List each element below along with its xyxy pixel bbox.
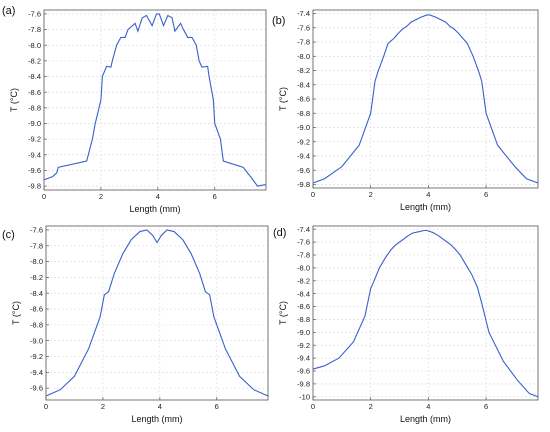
x-tick-label: 0 — [42, 192, 46, 201]
x-tick-label: 4 — [156, 192, 160, 201]
y-axis-label: T (°C) — [278, 87, 288, 111]
panel-tag: (b) — [272, 15, 285, 27]
y-tick-label: -7.8 — [28, 25, 41, 34]
x-tick-label: 6 — [215, 402, 219, 411]
x-axis-label: Length (mm) — [400, 414, 451, 424]
y-axis-label: T (°C) — [9, 88, 19, 112]
x-tick-label: 2 — [99, 192, 103, 201]
series-line-1 — [312, 229, 539, 398]
y-tick-label: -8.8 — [30, 320, 43, 329]
x-tick-label: 4 — [426, 190, 430, 199]
chart-panel-1: 0 2 4 6 -7.6 -7.8 -8.0 -8.2 -8.4 -8.6 -8.8 -9.0 -9.2… — [2, 5, 267, 214]
y-tick-label: -8.8 — [28, 103, 41, 112]
y-tick-label: -8.2 — [297, 66, 310, 75]
x-tick-label: 6 — [213, 192, 217, 201]
y-axis-label: T (°C) — [278, 301, 288, 325]
y-tick-label: -7.8 — [297, 38, 310, 47]
series-line-1 — [43, 13, 267, 187]
y-tick-label: -7.8 — [297, 251, 310, 260]
plot-frame — [45, 225, 269, 401]
y-tick-label: -9.4 — [297, 152, 310, 161]
y-tick-label: -7.6 — [297, 23, 310, 32]
y-tick-label: -7.6 — [30, 226, 43, 235]
y-tick-label: -8.8 — [297, 109, 310, 118]
chart-panel-2: 0 2 4 6 -7.4 -7.6 -7.8 -8.0 -8.2 -8.4 -8.6 -8.8 -9.0… — [272, 9, 539, 212]
plot-frame — [312, 9, 539, 189]
y-tick-label: -9.0 — [28, 119, 41, 128]
x-axis-label: Length (mm) — [129, 204, 180, 214]
x-axis-label: Length (mm) — [400, 202, 451, 212]
y-tick-label: -9.0 — [30, 336, 43, 345]
y-tick-label: -9.6 — [28, 166, 41, 175]
y-tick-label: -9.6 — [297, 166, 310, 175]
x-tick-label: 2 — [369, 402, 373, 411]
y-tick-label: -8.6 — [297, 95, 310, 104]
x-tick-label: 0 — [311, 190, 315, 199]
x-tick-label: 4 — [426, 402, 430, 411]
plot-frame — [43, 9, 267, 191]
y-tick-label: -8.8 — [297, 315, 310, 324]
y-tick-label: -9.2 — [297, 341, 310, 350]
y-tick-label: -7.4 — [297, 225, 310, 234]
y-tick-label: -8.4 — [297, 289, 310, 298]
y-tick-label: -9.2 — [28, 135, 41, 144]
y-tick-label: -8.0 — [30, 257, 43, 266]
y-tick-label: -8.2 — [30, 273, 43, 282]
x-tick-label: 0 — [311, 402, 315, 411]
x-tick-label: 6 — [484, 402, 488, 411]
y-tick-label: -7.8 — [30, 241, 43, 250]
x-tick-label: 2 — [101, 402, 105, 411]
x-tick-label: 4 — [158, 402, 162, 411]
y-tick-label: -8.4 — [297, 80, 310, 89]
y-tick-label: -9.4 — [297, 354, 310, 363]
panel-tag: (a) — [2, 5, 15, 17]
y-tick-label: -8.6 — [297, 302, 310, 311]
y-axis-label: T (°C) — [11, 301, 21, 325]
y-tick-label: -9.0 — [297, 328, 310, 337]
y-tick-label: -8.6 — [28, 88, 41, 97]
panel-tag: (d) — [273, 227, 286, 239]
y-tick-label: -9.0 — [297, 123, 310, 132]
y-tick-label: -8.4 — [28, 72, 41, 81]
y-tick-label: -8.0 — [28, 41, 41, 50]
y-tick-label: -9.2 — [297, 137, 310, 146]
y-tick-label: -8.0 — [297, 263, 310, 272]
y-tick-label: -9.6 — [297, 367, 310, 376]
plot-frame — [312, 225, 539, 401]
y-tick-label: -8.4 — [30, 289, 43, 298]
y-tick-label: -8.2 — [297, 276, 310, 285]
y-tick-label: -7.6 — [297, 238, 310, 247]
series-line-1 — [312, 14, 539, 184]
x-axis-label: Length (mm) — [131, 414, 182, 424]
panel-tag: (c) — [2, 229, 15, 241]
y-tick-label: -9.4 — [30, 368, 43, 377]
y-tick-label: -9.6 — [30, 384, 43, 393]
x-tick-label: 2 — [369, 190, 373, 199]
series-line-1 — [45, 229, 269, 397]
y-tick-label: -8.2 — [28, 56, 41, 65]
y-tick-label: -7.4 — [297, 9, 310, 18]
x-tick-label: 6 — [484, 190, 488, 199]
y-tick-label: -9.2 — [30, 352, 43, 361]
y-tick-label: -8.6 — [30, 305, 43, 314]
chart-panel-3: 0 2 4 6 -7.6 -7.8 -8.0 -8.2 -8.4 -8.6 -8.8 -9.0 -9.2… — [2, 225, 269, 424]
y-tick-label: -9.8 — [297, 379, 310, 388]
x-tick-label: 0 — [44, 402, 48, 411]
y-tick-label: -9.4 — [28, 150, 41, 159]
chart-panel-4: 0 2 4 6 -7.4 -7.6 -7.8 -8.0 -8.2 -8.4 -8.6 -8.8 -9.0… — [273, 225, 539, 424]
y-tick-label: -9.8 — [28, 182, 41, 191]
y-tick-label: -8.0 — [297, 52, 310, 61]
y-tick-label: -7.6 — [28, 10, 41, 19]
y-tick-label: -9.8 — [297, 180, 310, 189]
y-tick-label: -10 — [299, 392, 310, 401]
